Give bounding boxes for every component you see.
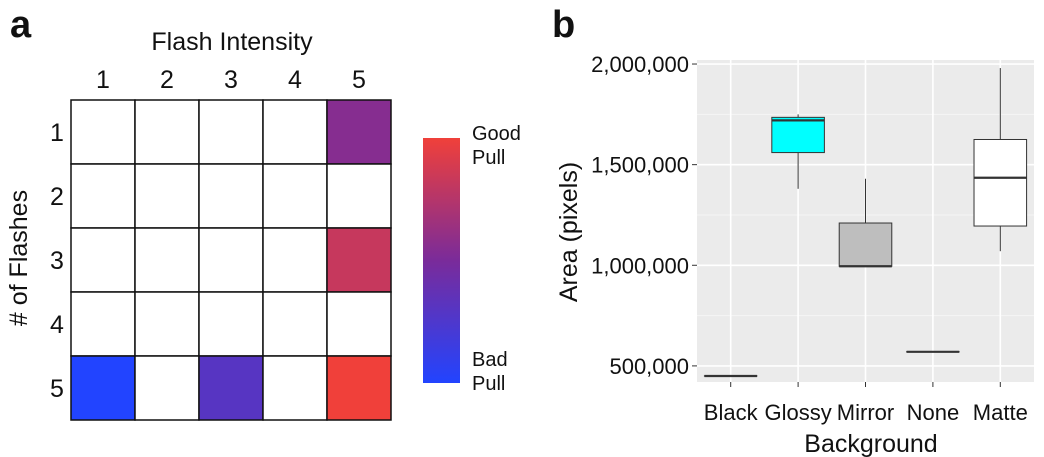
heatmap-cell-r5-c3 [198,355,264,421]
boxplot-chart: 500,000 1,000,000 1,500,000 2,000,000 Black… [555,52,1034,457]
x-tick-label-none: None [907,400,960,425]
heatmap-cell-r5-c4 [262,355,328,421]
x-axis-ticks: Black Glossy Mirror None Matte [704,382,1028,425]
heatmap-cell-r2-c2 [134,163,200,229]
heatmap-y-tick-label: 1 [50,119,64,147]
legend-good-pull-label: Good Pull [472,123,520,169]
heatmap-cell-r1-c3 [198,99,264,165]
heatmap-y-tick-label: 4 [50,311,64,339]
heatmap-x-axis-title: Flash Intensity [151,28,313,56]
heatmap-cell-r3-c2 [134,227,200,293]
heatmap-cell-r2-c3 [198,163,264,229]
heatmap-cell-r1-c1 [70,99,136,165]
heatmap-cell-r3-c3 [198,227,264,293]
heatmap-cell-r5-c1 [70,355,136,421]
y-tick-label: 1,000,000 [591,253,689,278]
y-axis-ticks: 500,000 1,000,000 1,500,000 2,000,000 [591,52,697,379]
heatmap-x-tick-label: 4 [288,66,302,94]
heatmap-cell-r4-c5 [326,291,392,357]
box-glossy [771,114,825,189]
heatmap-y-ticks: 1 2 3 4 5 [50,119,64,403]
heatmap-cell-r2-c1 [70,163,136,229]
heatmap-cell-r5-c5 [326,355,392,421]
x-tick-label-glossy: Glossy [764,400,831,425]
box-matte [973,68,1028,252]
heatmap-cell-r2-c4 [262,163,328,229]
box-mirror [838,178,893,268]
y-tick-label: 1,500,000 [591,153,689,178]
panel-a-letter: a [10,4,32,46]
heatmap-cell-r4-c2 [134,291,200,357]
heatmap-x-tick-label: 2 [160,66,174,94]
heatmap-y-axis-title: # of Flashes [5,190,33,326]
heatmap-cell-r1-c2 [134,99,200,165]
heatmap-cell-r5-c2 [134,355,200,421]
x-tick-label-mirror: Mirror [837,400,894,425]
legend-color-bar [423,138,460,383]
y-tick-label: 500,000 [609,354,689,379]
heatmap-cell-r1-c5 [326,99,392,165]
heatmap-cell-r3-c1 [70,227,136,293]
x-tick-label-black: Black [704,400,759,425]
heatmap-grid [70,99,392,421]
heatmap-x-tick-label: 5 [352,66,366,94]
boxes [703,68,1028,378]
panel-b-letter: b [552,4,576,46]
heatmap-cell-r4-c4 [262,291,328,357]
heatmap-x-ticks: 1 2 3 4 5 [96,66,366,94]
heatmap-y-tick-label: 5 [50,375,64,403]
y-tick-label: 2,000,000 [591,52,689,77]
heatmap-x-tick-label: 3 [224,66,238,94]
heatmap-cell-r3-c5 [326,227,392,293]
legend-bad-pull-label: Bad Pull [472,349,508,395]
heatmap-x-tick-label: 1 [96,66,110,94]
heatmap-y-tick-label: 2 [50,183,64,211]
heatmap-chart: Flash Intensity 1 2 3 4 5 1 2 3 4 5 # of Flashes… [5,28,520,421]
heatmap-y-tick-label: 3 [50,247,64,275]
heatmap-cell-r4-c3 [198,291,264,357]
heatmap-cell-r4-c1 [70,291,136,357]
heatmap-cell-r1-c4 [262,99,328,165]
heatmap-cell-r2-c5 [326,163,392,229]
y-axis-title: Area (pixels) [555,162,583,302]
heatmap-cell-r3-c4 [262,227,328,293]
x-tick-label-matte: Matte [973,400,1028,425]
x-axis-title: Background [804,430,937,457]
